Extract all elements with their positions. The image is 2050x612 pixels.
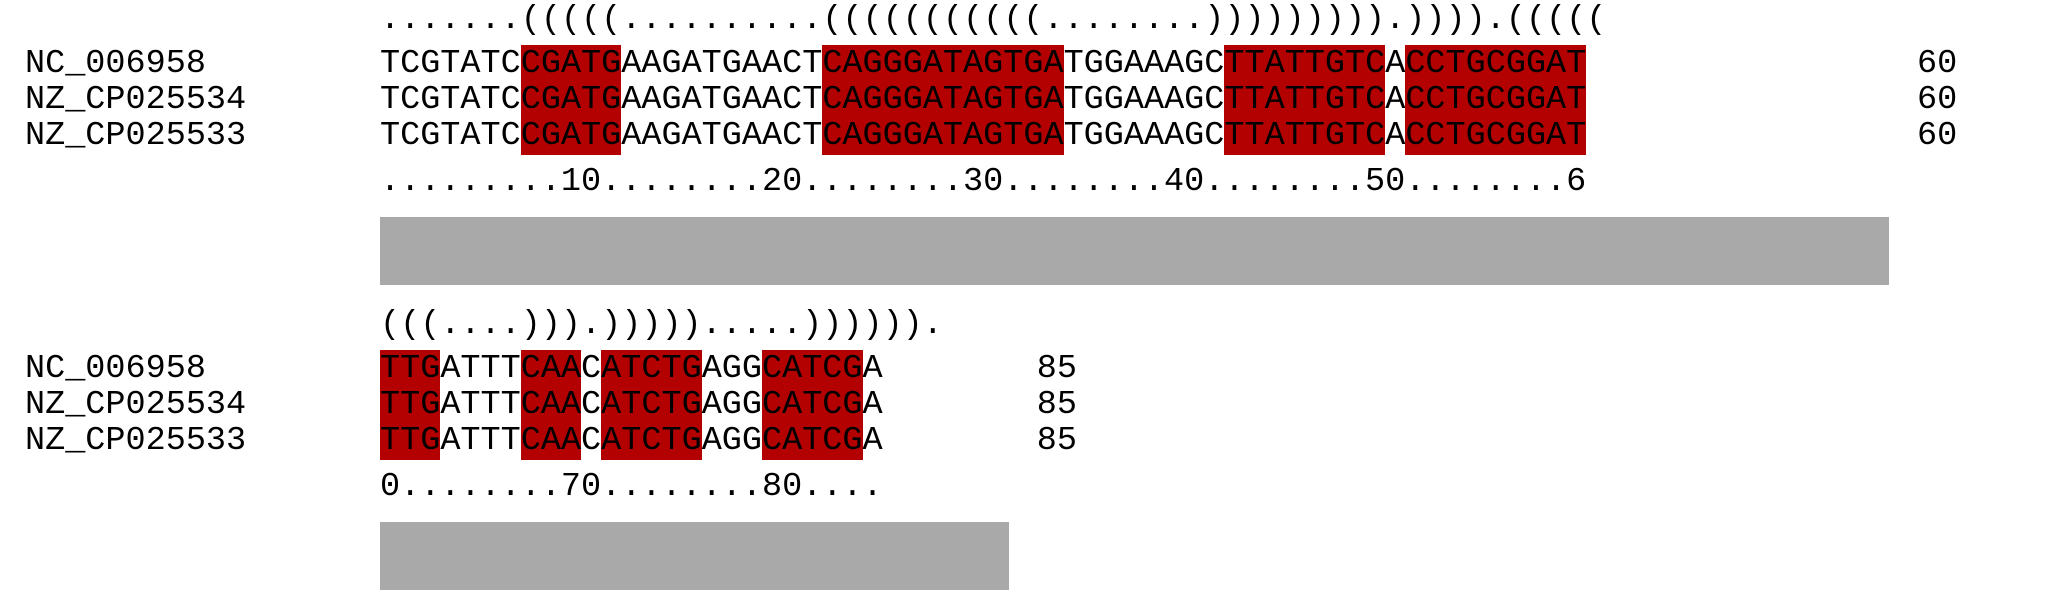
paired-base-highlight: TTG [380,350,441,388]
sequence-segment: A [862,422,883,460]
sequence-segment: AAGATGAACT [621,117,823,155]
paired-base-highlight: CAA [520,350,582,388]
paired-base-highlight: ATCTG [601,386,702,424]
sequence-segment: A [862,350,883,388]
structure-line: .......(((((..........(((((((((((.......… [380,1,1607,39]
sequence-end-position: 85 [1036,422,1077,460]
paired-base-highlight: CATCG [762,386,863,424]
sequence-segment: AAGATGAACT [621,81,823,119]
paired-base-highlight: TTATTGTC [1224,45,1386,83]
sequence-end-position: 85 [1036,350,1077,388]
sequence-segment: AGG [701,386,762,424]
paired-base-highlight: CCTGCGGAT [1405,117,1587,155]
sequence-segment: AGG [701,350,762,388]
paired-base-highlight: CCTGCGGAT [1405,45,1587,83]
sequence-segment: TCGTATC [380,117,521,155]
paired-base-highlight: ATCTG [601,422,702,460]
position-ruler: 0........70........80.... [380,468,883,506]
conservation-bar [380,522,1009,590]
paired-base-highlight: CATCG [762,422,863,460]
sequence-segment: ATTT [440,350,521,388]
sequence-row: TTGATTTCAACATCTGAGGCATCGA [380,422,883,460]
paired-base-highlight: CAGGGATAGTGA [822,45,1064,83]
sequence-segment: C [581,350,602,388]
sequence-name: NZ_CP025533 [25,422,247,460]
sequence-segment: TGGAAAGC [1063,81,1225,119]
sequence-name: NZ_CP025534 [25,386,247,424]
paired-base-highlight: TTG [380,422,441,460]
paired-base-highlight: TTATTGTC [1224,117,1386,155]
paired-base-highlight: CATCG [762,350,863,388]
paired-base-highlight: CGATG [520,81,622,119]
sequence-segment: ATTT [440,422,521,460]
position-ruler: .........10........20........30........4… [380,163,1587,201]
sequence-name: NC_006958 [25,45,206,83]
sequence-segment: A [1385,45,1406,83]
sequence-segment: TGGAAAGC [1063,45,1225,83]
conservation-bar [380,217,1889,285]
sequence-segment: TGGAAAGC [1063,117,1225,155]
sequence-name: NC_006958 [25,350,206,388]
sequence-segment: A [1385,117,1406,155]
paired-base-highlight: CGATG [520,45,622,83]
sequence-row: TTGATTTCAACATCTGAGGCATCGA [380,350,883,388]
sequence-segment: TCGTATC [380,81,521,119]
sequence-row: TCGTATCCGATGAAGATGAACTCAGGGATAGTGATGGAAA… [380,117,1587,155]
sequence-row: TCGTATCCGATGAAGATGAACTCAGGGATAGTGATGGAAA… [380,45,1587,83]
sequence-row: TCGTATCCGATGAAGATGAACTCAGGGATAGTGATGGAAA… [380,81,1587,119]
paired-base-highlight: CAGGGATAGTGA [822,117,1064,155]
paired-base-highlight: TTG [380,386,441,424]
sequence-end-position: 60 [1917,45,1958,83]
paired-base-highlight: CAGGGATAGTGA [822,81,1064,119]
sequence-segment: TCGTATC [380,45,521,83]
paired-base-highlight: ATCTG [601,350,702,388]
sequence-row: TTGATTTCAACATCTGAGGCATCGA [380,386,883,424]
paired-base-highlight: CGATG [520,117,622,155]
sequence-name: NZ_CP025534 [25,81,247,119]
sequence-end-position: 60 [1917,81,1958,119]
sequence-segment: AGG [701,422,762,460]
paired-base-highlight: CAA [520,422,582,460]
structure-line: (((....))).))))).....)))))). [380,306,943,344]
sequence-end-position: 85 [1036,386,1077,424]
sequence-segment: AAGATGAACT [621,45,823,83]
sequence-segment: ATTT [440,386,521,424]
paired-base-highlight: CAA [520,386,582,424]
sequence-segment: A [1385,81,1406,119]
sequence-end-position: 60 [1917,117,1958,155]
sequence-segment: C [581,386,602,424]
paired-base-highlight: TTATTGTC [1224,81,1386,119]
paired-base-highlight: CCTGCGGAT [1405,81,1587,119]
sequence-segment: C [581,422,602,460]
sequence-name: NZ_CP025533 [25,117,247,155]
sequence-segment: A [862,386,883,424]
